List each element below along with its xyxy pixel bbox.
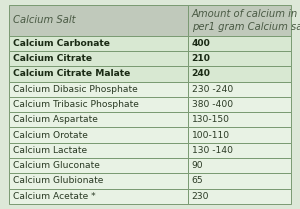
Text: 90: 90 (192, 161, 203, 170)
Text: 380 -400: 380 -400 (192, 100, 233, 109)
Text: 210: 210 (192, 54, 211, 63)
Text: Calcium Tribasic Phosphate: Calcium Tribasic Phosphate (13, 100, 139, 109)
Bar (188, 173, 291, 189)
Text: Calcium Citrate: Calcium Citrate (13, 54, 92, 63)
Bar (9, 173, 188, 189)
Bar (9, 5, 188, 36)
Bar (188, 82, 291, 97)
Bar (188, 66, 291, 82)
Text: Calcium Citrate Malate: Calcium Citrate Malate (13, 69, 130, 78)
Bar (188, 97, 291, 112)
Text: Calcium Dibasic Phosphate: Calcium Dibasic Phosphate (13, 85, 137, 94)
Bar (9, 97, 188, 112)
Bar (9, 143, 188, 158)
Text: 230: 230 (192, 192, 209, 201)
Bar (188, 189, 291, 204)
Bar (188, 112, 291, 127)
Text: Calcium Orotate: Calcium Orotate (13, 131, 88, 140)
Bar (188, 143, 291, 158)
Bar (188, 158, 291, 173)
Text: 400: 400 (192, 39, 211, 48)
Bar (188, 5, 291, 36)
Bar (9, 51, 188, 66)
Bar (9, 158, 188, 173)
Text: 230 -240: 230 -240 (192, 85, 233, 94)
Bar (188, 36, 291, 51)
Text: 130-150: 130-150 (192, 115, 230, 124)
Bar (188, 51, 291, 66)
Bar (188, 127, 291, 143)
Text: 65: 65 (192, 176, 203, 185)
Text: 100-110: 100-110 (192, 131, 230, 140)
Text: Calcium Aspartate: Calcium Aspartate (13, 115, 98, 124)
Bar (9, 66, 188, 82)
Text: 130 -140: 130 -140 (192, 146, 233, 155)
Bar (9, 189, 188, 204)
Text: Calcium Carbonate: Calcium Carbonate (13, 39, 110, 48)
Text: Calcium Acetate *: Calcium Acetate * (13, 192, 95, 201)
Text: Calcium Glubionate: Calcium Glubionate (13, 176, 103, 185)
Text: Calcium Gluconate: Calcium Gluconate (13, 161, 100, 170)
Bar (9, 36, 188, 51)
Bar (9, 82, 188, 97)
Bar (9, 127, 188, 143)
Text: Calcium Lactate: Calcium Lactate (13, 146, 87, 155)
Text: Calcium Salt: Calcium Salt (13, 15, 75, 25)
Text: 240: 240 (192, 69, 211, 78)
Text: Amount of calcium in mg
per1 gram Calcium salt: Amount of calcium in mg per1 gram Calciu… (192, 9, 300, 32)
Bar (9, 112, 188, 127)
